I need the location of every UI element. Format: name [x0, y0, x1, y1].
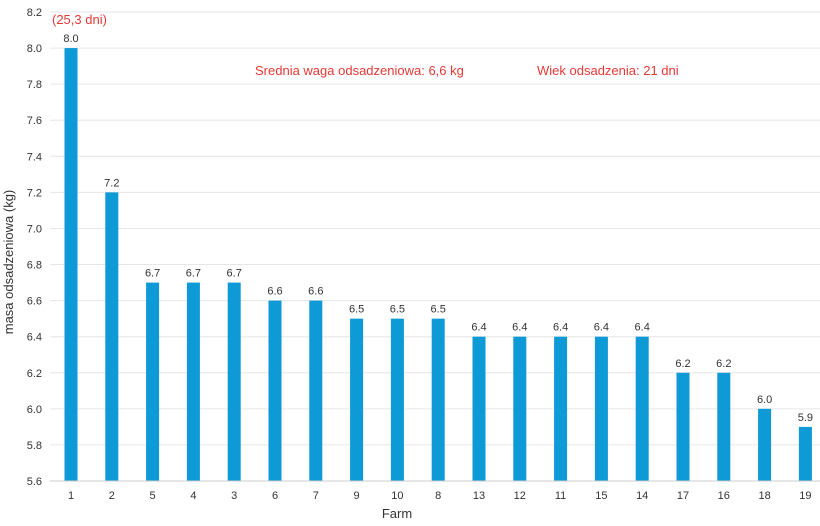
- y-tick-label: 7.0: [27, 223, 42, 235]
- y-tick-label: 6.0: [27, 404, 42, 416]
- data-label: 8.0: [63, 33, 78, 45]
- data-label: 5.9: [798, 412, 813, 424]
- x-tick-label: 19: [799, 490, 811, 502]
- x-axis-ticks: 1 2 5 4 3 6 7 9 10 8 13 12 11 15 14 17 16 18 19: [68, 490, 812, 502]
- bar: [186, 282, 200, 481]
- x-tick-label: 16: [718, 490, 730, 502]
- y-tick-label: 7.2: [27, 187, 42, 199]
- x-tick-label: 3: [231, 490, 237, 502]
- y-axis-title: masa odsadzeniowa (kg): [1, 190, 16, 335]
- y-tick-label: 7.4: [27, 151, 42, 163]
- bar: [758, 408, 772, 481]
- bar: [554, 336, 568, 481]
- bar: [268, 300, 282, 481]
- x-tick-label: 8: [435, 490, 441, 502]
- x-tick-label: 6: [272, 490, 278, 502]
- x-tick-label: 13: [473, 490, 485, 502]
- bar: [390, 318, 404, 481]
- data-label: 7.2: [104, 177, 119, 189]
- bar: [146, 282, 160, 481]
- data-label: 6.4: [594, 322, 609, 334]
- annotation-average-weight: Srednia waga odsadzeniowa: 6,6 kg: [255, 63, 464, 78]
- x-tick-label: 7: [313, 490, 319, 502]
- data-label: 6.5: [431, 304, 446, 316]
- data-label: 6.7: [145, 268, 160, 280]
- y-tick-label: 6.4: [27, 332, 42, 344]
- y-tick-label: 6.2: [27, 368, 42, 380]
- data-label: 6.6: [267, 286, 282, 298]
- data-label: 6.7: [227, 268, 242, 280]
- x-tick-label: 14: [636, 490, 648, 502]
- x-axis-title: Farm: [382, 506, 412, 521]
- x-tick-label: 18: [758, 490, 770, 502]
- y-tick-label: 8.2: [27, 7, 42, 19]
- x-tick-label: 17: [677, 490, 689, 502]
- bar: [717, 372, 731, 481]
- y-tick-label: 5.8: [27, 440, 42, 452]
- bar: [594, 336, 608, 481]
- x-tick-label: 4: [190, 490, 196, 502]
- y-tick-label: 5.6: [27, 476, 42, 488]
- bars: [64, 48, 812, 481]
- bar: [227, 282, 241, 481]
- bar: [105, 192, 119, 481]
- y-tick-label: 8.0: [27, 43, 42, 55]
- data-label: 6.5: [349, 304, 364, 316]
- bar: [309, 300, 323, 481]
- x-tick-label: 5: [150, 490, 156, 502]
- annotation-first-bar: (25,3 dni): [52, 12, 107, 27]
- annotation-weaning-age: Wiek odsadzenia: 21 dni: [537, 63, 679, 78]
- x-tick-label: 1: [68, 490, 74, 502]
- y-tick-label: 7.6: [27, 115, 42, 127]
- bar: [64, 48, 78, 481]
- data-label: 6.4: [471, 322, 486, 334]
- x-tick-label: 15: [595, 490, 607, 502]
- gridlines: [50, 11, 820, 446]
- y-tick-label: 7.8: [27, 79, 42, 91]
- data-labels: 8.0 7.2 6.7 6.7 6.7 6.6 6.6 6.5 6.5 6.5 6.4 6.4 6.4 6…: [63, 33, 813, 424]
- y-tick-label: 6.8: [27, 260, 42, 272]
- data-label: 6.4: [635, 322, 650, 334]
- data-label: 6.4: [553, 322, 568, 334]
- data-label: 6.2: [716, 358, 731, 370]
- y-tick-label: 6.6: [27, 296, 42, 308]
- data-label: 6.0: [757, 394, 772, 406]
- y-axis-ticks: 5.6 5.8 6.0 6.2 6.4 6.6 6.8 7.0 7.2 7.4 7.6 7.8 8.0 8…: [27, 7, 42, 488]
- x-tick-label: 10: [391, 490, 403, 502]
- data-label: 6.4: [512, 322, 527, 334]
- bar: [472, 336, 486, 481]
- bar: [431, 318, 445, 481]
- x-tick-label: 2: [109, 490, 115, 502]
- data-label: 6.6: [308, 286, 323, 298]
- bar: [798, 426, 812, 481]
- bar: [350, 318, 364, 481]
- x-tick-label: 12: [514, 490, 526, 502]
- bar: [513, 336, 527, 481]
- data-label: 6.5: [390, 304, 405, 316]
- x-tick-label: 11: [555, 490, 566, 502]
- bar: [676, 372, 690, 481]
- x-tick-label: 9: [354, 490, 360, 502]
- data-label: 6.7: [186, 268, 201, 280]
- data-label: 6.2: [675, 358, 690, 370]
- bar: [635, 336, 649, 481]
